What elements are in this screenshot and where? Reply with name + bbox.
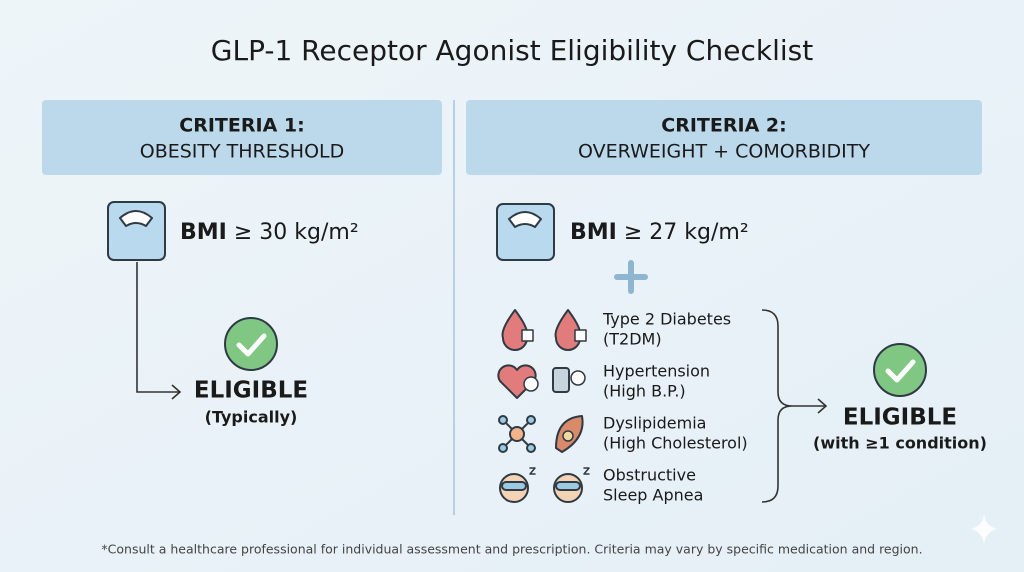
bmi-criterion: BMI ≥ 30 kg/m² [180, 220, 359, 245]
result-note: (with ≥1 condition) [813, 434, 987, 453]
result: ELIGIBLE [194, 378, 308, 404]
check-icon [224, 317, 278, 371]
result: ELIGIBLE [843, 405, 957, 431]
bmi-label: BMI [570, 220, 617, 245]
condition-detail: (High B.P.) [603, 382, 686, 401]
title: GLP-1 Receptor Agonist Eligibility Check… [211, 34, 813, 67]
condition-detail: (High Cholesterol) [603, 434, 748, 453]
condition-name: Type 2 Diabetes [602, 310, 731, 329]
plus-icon [614, 260, 648, 294]
scale-icon [496, 203, 555, 261]
flow-arrow [792, 398, 828, 414]
condition-detail: Sleep Apnea [603, 486, 703, 505]
result-note: (Typically) [205, 408, 298, 427]
diabetes-icon [501, 309, 587, 351]
bmi-criterion: BMI ≥ 27 kg/m² [570, 220, 749, 245]
footnote: *Consult a healthcare professional for i… [101, 542, 922, 557]
sparkle [970, 514, 998, 544]
condition-detail: (T2DM) [603, 330, 662, 349]
check-icon [873, 343, 927, 397]
criteria-subheading: OBESITY THRESHOLD [140, 141, 345, 163]
criteria-heading: CRITERIA 1: [179, 115, 304, 137]
condition-name: Obstructive [603, 466, 696, 485]
criteria-heading: CRITERIA 2: [661, 115, 786, 137]
flow-arrow [136, 262, 182, 400]
header-box [42, 100, 442, 175]
condition-name: Dyslipidemia [603, 414, 706, 433]
scale-icon [107, 201, 166, 261]
criteria-subheading: OVERWEIGHT + COMORBIDITY [578, 141, 870, 163]
sleep-apnea-icon [499, 467, 590, 503]
bmi-label: BMI [180, 220, 227, 245]
header-box [466, 100, 982, 175]
condition-name: Hypertension [603, 362, 710, 381]
dyslipidemia-icon [498, 415, 584, 453]
bmi-value: ≥ 30 kg/m² [234, 220, 359, 245]
bmi-value: ≥ 27 kg/m² [624, 220, 749, 245]
hypertension-icon [497, 364, 586, 399]
